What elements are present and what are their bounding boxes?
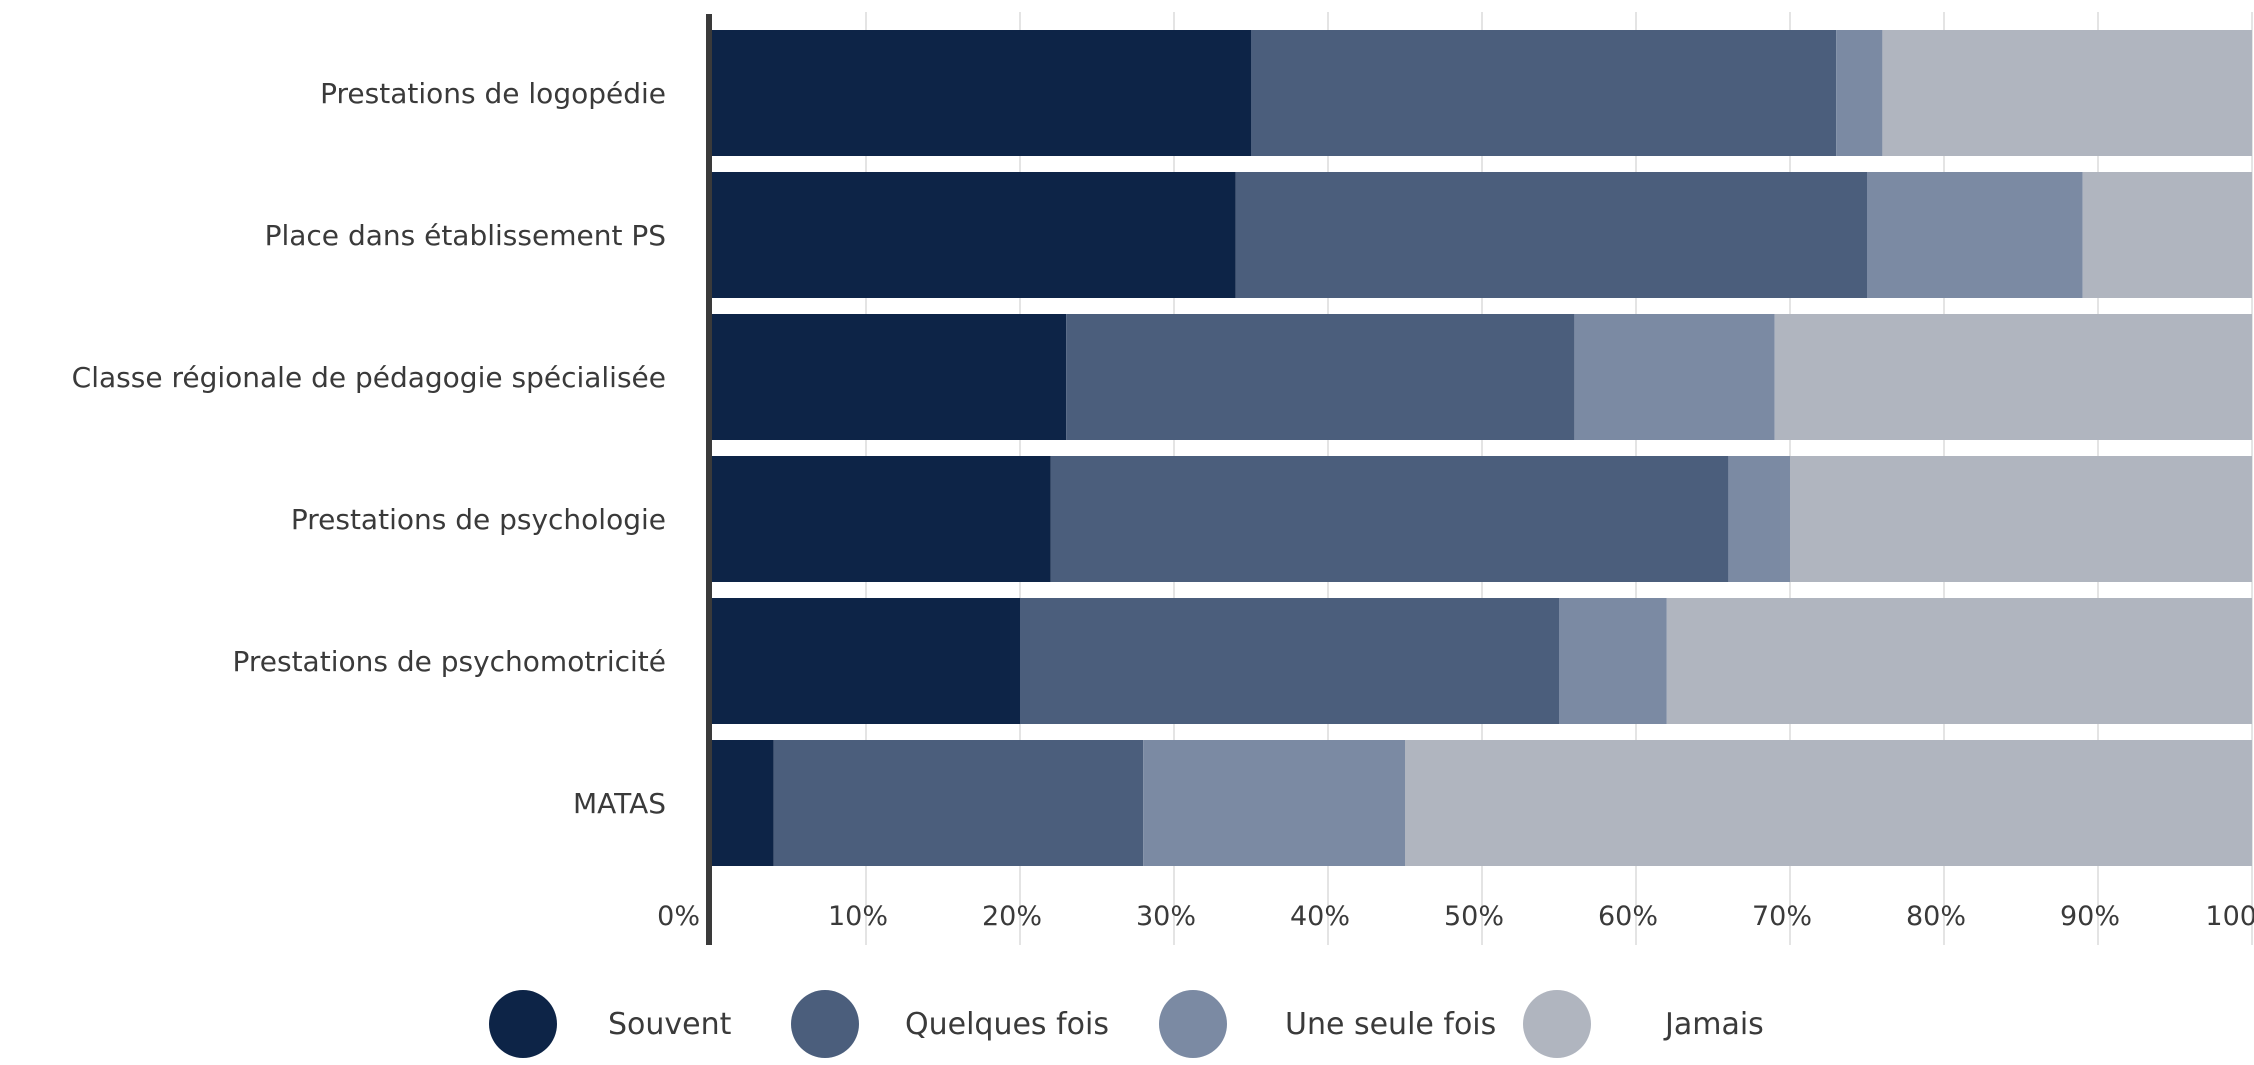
bar-segment <box>773 740 1144 866</box>
bar-segment <box>2082 172 2252 298</box>
x-tick-label: 10% <box>828 901 888 932</box>
x-tick-label: 40% <box>1290 901 1350 932</box>
bars-layer <box>712 30 2252 866</box>
legend-label: Quelques fois <box>905 1007 1109 1042</box>
bar-segment <box>1836 30 1883 156</box>
category-labels: Prestations de logopédie Place dans établ… <box>72 77 666 820</box>
bar-segment <box>1251 30 1837 156</box>
x-tick-label: 20% <box>982 901 1042 932</box>
legend: Souvent Quelques fois Une seule fois Jamais <box>489 990 1764 1058</box>
category-label: Place dans établissement PS <box>265 219 666 252</box>
bar-segment <box>1050 456 1729 582</box>
bar-segment <box>1774 314 2252 440</box>
x-tick-label: 80% <box>1906 901 1966 932</box>
legend-swatch <box>1159 990 1227 1058</box>
bar-segment <box>1559 598 1667 724</box>
legend-swatch <box>1523 990 1591 1058</box>
bar-segment <box>712 30 1251 156</box>
bar-segment <box>712 172 1236 298</box>
bar-segment <box>1867 172 2083 298</box>
category-label: Prestations de psychomotricité <box>232 645 666 678</box>
bar-segment <box>712 314 1067 440</box>
category-label: MATAS <box>573 787 666 820</box>
legend-label: Souvent <box>608 1007 732 1042</box>
bar-segment <box>712 598 1020 724</box>
category-label: Prestations de logopédie <box>320 77 666 110</box>
bar-segment <box>1405 740 2252 866</box>
category-label: Classe régionale de pédagogie spécialisé… <box>72 361 666 394</box>
bar-segment <box>712 740 774 866</box>
x-tick-label: 30% <box>1136 901 1196 932</box>
bar-segment <box>1790 456 2252 582</box>
bar-segment <box>1728 456 1790 582</box>
legend-swatch <box>489 990 557 1058</box>
legend-label: Jamais <box>1663 1007 1764 1042</box>
tick-labels: 0% 10% 20% 30% 40% 50% 60% 70% 80% 90% 100% <box>657 901 2254 932</box>
x-tick-label: 0% <box>657 901 700 932</box>
legend-label: Une seule fois <box>1285 1007 1496 1042</box>
bar-segment <box>1574 314 1775 440</box>
bar-segment <box>1020 598 1559 724</box>
bar-segment <box>1143 740 1405 866</box>
x-tick-label: 60% <box>1598 901 1658 932</box>
bar-segment <box>1882 30 2252 156</box>
x-tick-label: 70% <box>1752 901 1812 932</box>
bar-segment <box>1666 598 2252 724</box>
bar-segment <box>1235 172 1867 298</box>
x-tick-label: 50% <box>1444 901 1504 932</box>
category-label: Prestations de psychologie <box>291 503 666 536</box>
x-tick-label: 100% <box>2205 901 2254 932</box>
legend-swatch <box>791 990 859 1058</box>
x-tick-label: 90% <box>2060 901 2120 932</box>
bar-segment <box>712 456 1051 582</box>
bar-segment <box>1066 314 1575 440</box>
